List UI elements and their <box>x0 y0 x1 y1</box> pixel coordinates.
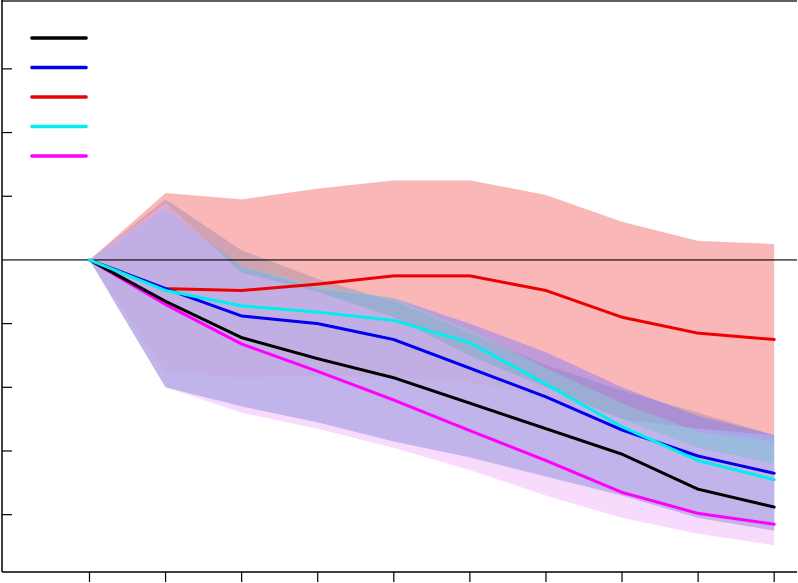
series-line-3 <box>87 258 776 342</box>
series-lines <box>87 258 776 526</box>
confidence-bands <box>89 180 775 546</box>
series-line-4 <box>87 258 776 482</box>
band-series-3 <box>89 180 775 436</box>
series-line-5 <box>87 258 776 526</box>
legend <box>30 36 88 158</box>
series-line-1 <box>87 258 776 509</box>
